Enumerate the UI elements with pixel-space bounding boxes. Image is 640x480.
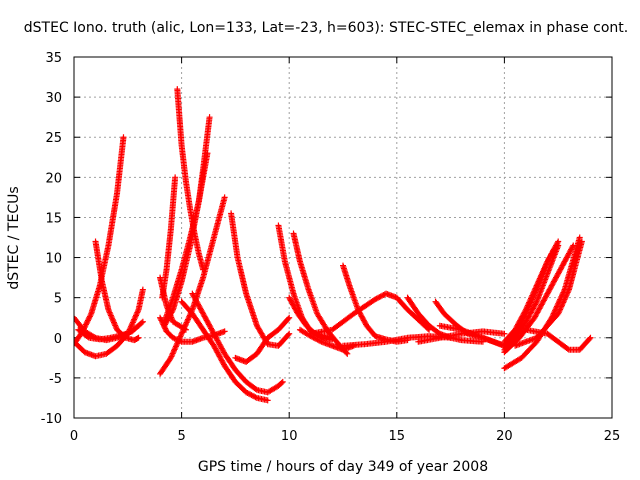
data-point	[86, 313, 93, 320]
y-tick-label: -5	[49, 372, 62, 387]
data-point	[84, 317, 91, 324]
y-tick-labels: -10 -5 0 5 10 15 20 25 30 35	[41, 51, 62, 427]
data-series-group	[404, 294, 486, 345]
data-point	[586, 335, 593, 342]
data-point	[82, 321, 89, 328]
x-tick-label: 10	[281, 429, 298, 444]
plot-frame	[73, 56, 613, 419]
data-point	[286, 314, 293, 321]
data-point	[564, 345, 571, 352]
data-series-group	[159, 174, 179, 301]
y-tick-label: 35	[45, 51, 62, 66]
data-point	[555, 238, 562, 245]
data-point	[252, 394, 259, 401]
data-series-group	[522, 326, 594, 353]
data-series-group	[75, 318, 146, 343]
y-tick-label: 10	[45, 252, 62, 267]
data-point	[83, 320, 90, 327]
data-point	[532, 300, 539, 307]
y-tick-label: 25	[45, 131, 62, 146]
data-point	[85, 316, 92, 323]
data-point	[206, 114, 213, 121]
data-point	[343, 349, 350, 356]
y-axis-label: dSTEC / TECUs	[6, 186, 22, 289]
y-tick-label: 20	[45, 171, 62, 186]
data-point	[522, 308, 529, 315]
data-point	[285, 331, 292, 338]
data-point	[279, 378, 286, 385]
data-series-group	[92, 238, 142, 344]
data-point	[135, 334, 142, 341]
data-point	[172, 174, 179, 181]
data-point	[317, 338, 324, 345]
data-point	[139, 286, 146, 293]
data-point	[285, 315, 292, 322]
data-point	[139, 318, 146, 325]
data-point	[84, 333, 91, 340]
data-point	[578, 238, 585, 245]
data-point	[329, 336, 336, 343]
data-series-group	[74, 134, 127, 348]
data-point	[278, 379, 285, 386]
y-tick-label: 30	[45, 91, 62, 106]
data-point	[501, 330, 508, 337]
x-tick-label: 20	[496, 429, 513, 444]
chart-title: dSTEC Iono. truth (alic, Lon=133, Lat=-2…	[24, 20, 628, 36]
data-series-group	[189, 290, 286, 396]
data-point	[138, 319, 145, 326]
data-series-group	[501, 242, 577, 356]
x-tick-label: 0	[70, 429, 78, 444]
y-tick-label: -10	[41, 412, 62, 427]
data-series-group	[436, 322, 508, 349]
x-axis-label: GPS time / hours of day 349 of year 2008	[198, 459, 488, 475]
data-point	[286, 330, 293, 337]
data-point	[221, 328, 228, 335]
data-series	[74, 86, 594, 404]
data-point	[84, 318, 91, 325]
data-point	[86, 314, 93, 321]
data-point	[554, 239, 561, 246]
x-tick-labels: 0 5 10 15 20 25	[70, 429, 620, 444]
y-tick-label: 0	[54, 332, 62, 347]
data-point	[576, 234, 583, 241]
data-series-group	[307, 290, 433, 337]
data-point	[200, 266, 207, 273]
data-point	[252, 386, 259, 393]
data-point	[120, 134, 127, 141]
data-point	[87, 312, 94, 319]
data-series-group	[501, 238, 562, 345]
data-series-group	[290, 230, 351, 357]
x-tick-label: 5	[177, 429, 185, 444]
data-point	[264, 397, 271, 404]
data-point	[344, 350, 351, 357]
data-series-group	[228, 210, 293, 349]
x-tick-label: 15	[389, 429, 406, 444]
data-point	[221, 194, 228, 201]
data-point	[134, 335, 141, 342]
y-tick-label: 15	[45, 211, 62, 226]
data-series-group	[232, 314, 293, 365]
x-tick-label: 25	[604, 429, 621, 444]
data-series-group	[178, 298, 271, 404]
y-tick-label: 5	[54, 292, 62, 307]
data-series-group	[512, 238, 585, 349]
data-point	[587, 334, 594, 341]
data-series-group	[174, 86, 207, 273]
data-point	[157, 314, 164, 321]
